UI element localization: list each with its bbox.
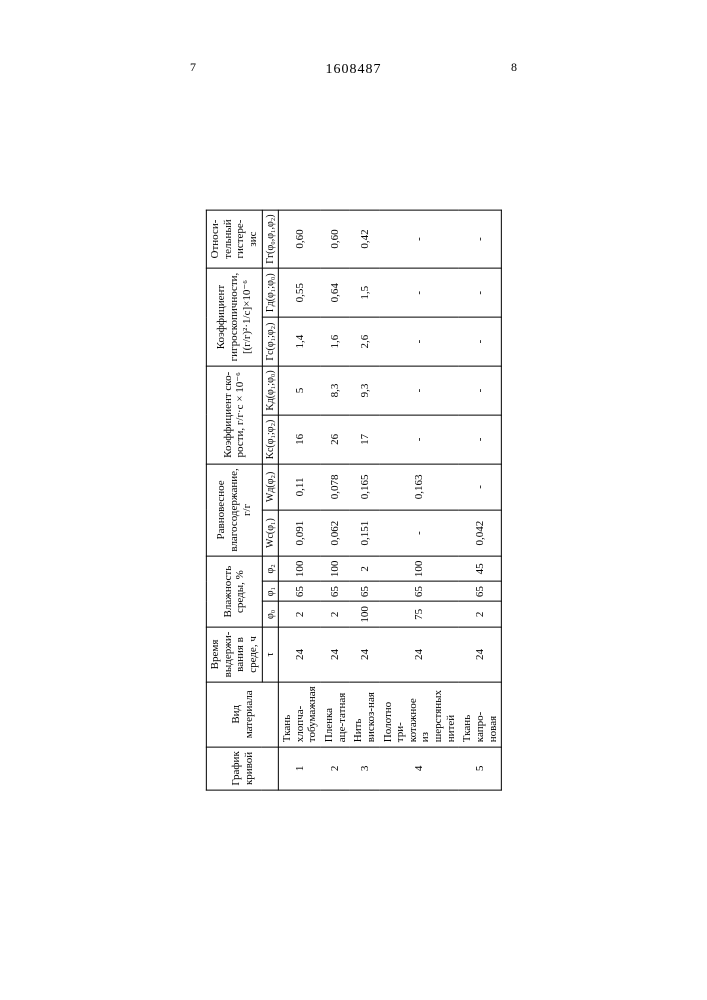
page-number-left: 7 — [190, 60, 196, 75]
subheader-phi2: φ₂ — [262, 556, 279, 582]
cell-kc: 26 — [321, 415, 350, 464]
cell-phi2: 100 — [379, 556, 459, 582]
cell-phi2: 100 — [278, 556, 320, 582]
cell-wd: 0,163 — [379, 464, 459, 510]
cell-kc: 17 — [350, 415, 379, 464]
cell-tau: 24 — [321, 627, 350, 682]
subheader-gd: Γд(φ₁;φ₀) — [262, 268, 279, 317]
cell-material: Полотно три-котажное из шерстяных нитей — [379, 682, 459, 747]
cell-tau: 24 — [379, 627, 459, 682]
cell-wc: 0,091 — [278, 510, 320, 556]
cell-phi1: 65 — [379, 582, 459, 602]
cell-gc: - — [459, 317, 501, 366]
table-row: 4Полотно три-котажное из шерстяных нитей… — [379, 210, 459, 790]
cell-kc: 16 — [278, 415, 320, 464]
cell-wd: 0,078 — [321, 464, 350, 510]
subheader-tau: τ — [262, 627, 279, 682]
cell-gg: 0,60 — [321, 210, 350, 268]
cell-kc: - — [379, 415, 459, 464]
cell-phi2: 45 — [459, 556, 501, 582]
data-table: График кривой Вид материала Время выдерж… — [206, 209, 502, 790]
cell-gg: 0,60 — [278, 210, 320, 268]
cell-kd: 8,3 — [321, 366, 350, 415]
cell-tau: 24 — [459, 627, 501, 682]
cell-gd: 1,5 — [350, 268, 379, 317]
cell-gd: 0,64 — [321, 268, 350, 317]
subheader-gc: Γс(φ₁;φ₂) — [262, 317, 279, 366]
cell-gg: 0,42 — [350, 210, 379, 268]
cell-no: 1 — [278, 747, 320, 790]
data-table-container: График кривой Вид материала Время выдерж… — [206, 209, 502, 790]
cell-material: Пленка аце-татная — [321, 682, 350, 747]
cell-gc: 1,4 — [278, 317, 320, 366]
cell-gg: - — [379, 210, 459, 268]
cell-phi1: 65 — [321, 582, 350, 602]
table-row: 1Ткань хлопча-тобумажная242651000,0910,1… — [278, 210, 320, 790]
cell-phi0: 2 — [321, 602, 350, 628]
cell-phi0: 75 — [379, 602, 459, 628]
table-row: 3Нить вискоз-ная241006520,1510,165179,32… — [350, 210, 379, 790]
cell-phi2: 100 — [321, 556, 350, 582]
cell-wd: - — [459, 464, 501, 510]
cell-wd: 0,165 — [350, 464, 379, 510]
table-row: 2Пленка аце-татная242651000,0620,078268,… — [321, 210, 350, 790]
header-hygro-coef: Коэффициент гигроскопичности, [(г/г)²·1/… — [206, 268, 262, 366]
header-humidity: Влажность среды, % — [206, 556, 262, 627]
cell-phi1: 65 — [350, 582, 379, 602]
subheader-phi0: φ₀ — [262, 602, 279, 628]
cell-no: 5 — [459, 747, 501, 790]
header-equilibrium-moisture: Равновесное влагосодержание, г/г — [206, 464, 262, 556]
cell-tau: 24 — [350, 627, 379, 682]
subheader-wc: Wc(φ₁) — [262, 510, 279, 556]
table-body: 1Ткань хлопча-тобумажная242651000,0910,1… — [278, 210, 501, 790]
cell-kd: 9,3 — [350, 366, 379, 415]
subheader-wd: Wд(φ₂) — [262, 464, 279, 510]
cell-no: 2 — [321, 747, 350, 790]
cell-wc: 0,151 — [350, 510, 379, 556]
cell-gc: 1,6 — [321, 317, 350, 366]
cell-kd: 5 — [278, 366, 320, 415]
cell-material: Ткань хлопча-тобумажная — [278, 682, 320, 747]
header-material: Вид материала — [206, 682, 278, 747]
cell-kd: - — [459, 366, 501, 415]
cell-gg: - — [459, 210, 501, 268]
page-number-right: 8 — [511, 60, 517, 75]
header-curve-graph: График кривой — [206, 747, 278, 790]
subheader-kd: Kд(φ₁;φ₀) — [262, 366, 279, 415]
cell-phi0: 2 — [459, 602, 501, 628]
table-row: 5Ткань капро-новая24265450,042------ — [459, 210, 501, 790]
document-id: 1608487 — [326, 62, 382, 78]
cell-no: 4 — [379, 747, 459, 790]
cell-material: Ткань капро-новая — [459, 682, 501, 747]
cell-phi0: 2 — [278, 602, 320, 628]
cell-phi1: 65 — [278, 582, 320, 602]
cell-wd: 0,11 — [278, 464, 320, 510]
cell-phi1: 65 — [459, 582, 501, 602]
table-header: График кривой Вид материала Время выдерж… — [206, 210, 278, 790]
header-hysteresis: Относи-тельный гистере-зис — [206, 210, 262, 268]
cell-tau: 24 — [278, 627, 320, 682]
cell-phi0: 100 — [350, 602, 379, 628]
cell-gd: - — [379, 268, 459, 317]
cell-wc: 0,042 — [459, 510, 501, 556]
header-speed-coef: Коэффициент ско-рости, г/г·с × 10⁻⁶ — [206, 366, 262, 464]
cell-kc: - — [459, 415, 501, 464]
cell-kd: - — [379, 366, 459, 415]
cell-no: 3 — [350, 747, 379, 790]
cell-gd: - — [459, 268, 501, 317]
subheader-kc: Kc(φ₁;φ₂) — [262, 415, 279, 464]
cell-material: Нить вискоз-ная — [350, 682, 379, 747]
subheader-phi1: φ₁ — [262, 582, 279, 602]
header-time: Время выдержи-вания в среде, ч — [206, 627, 262, 682]
cell-wc: - — [379, 510, 459, 556]
cell-gd: 0,55 — [278, 268, 320, 317]
cell-gc: 2,6 — [350, 317, 379, 366]
cell-phi2: 2 — [350, 556, 379, 582]
cell-wc: 0,062 — [321, 510, 350, 556]
subheader-gg: Γг(φ₀,φ₁,φ₂) — [262, 210, 279, 268]
cell-gc: - — [379, 317, 459, 366]
